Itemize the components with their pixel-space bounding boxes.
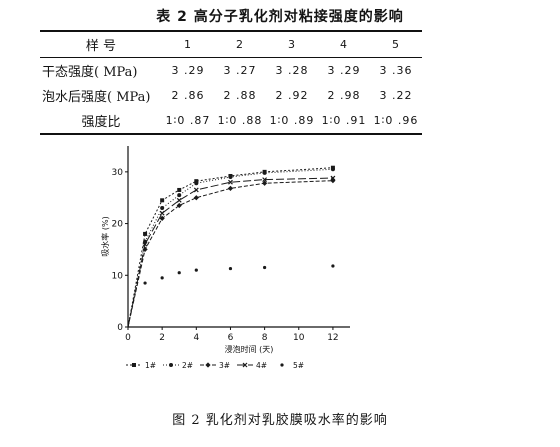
series-4-point (330, 175, 336, 181)
series-4-point (193, 187, 199, 193)
table-cell: 3 .36 (379, 64, 413, 77)
y-tick-label: 0 (117, 323, 123, 333)
header-col-4: 4 (340, 38, 348, 51)
table-header-row: 样 号 1 2 3 4 5 (40, 31, 422, 58)
table-cell: 2 .98 (327, 89, 361, 102)
x-tick-label: 0 (125, 333, 131, 343)
x-axis-label: 浸泡时间 (天) (225, 344, 274, 354)
table-row-wet-strength: 泡水后强度( MPa) 2 .86 2 .88 2 .92 2 .98 3 .2… (40, 83, 422, 108)
table-cell: 3 .29 (327, 64, 361, 77)
row-label: 干态强度( MPa) (42, 65, 138, 80)
table-cell: 3 .27 (223, 64, 257, 77)
series-1-line (127, 167, 333, 328)
series-2-point (194, 181, 199, 186)
series-4-point (142, 241, 148, 247)
header-col-5: 5 (392, 38, 400, 51)
series-5-point (263, 265, 267, 270)
table-cell: 2 .86 (171, 89, 205, 102)
series-5-point (177, 271, 181, 275)
table-cell: 1∶0 .89 (269, 114, 315, 127)
y-tick-label: 30 (112, 168, 124, 178)
series-5-point (194, 268, 198, 272)
x-tick-label: 6 (228, 333, 234, 343)
legend-item-2: 2# (163, 361, 193, 370)
x-tick-label: 10 (293, 333, 305, 343)
y-axis-label: 吸水率 (%) (100, 216, 110, 256)
series-5-point (160, 276, 164, 280)
legend-item-3-label: 3# (219, 361, 230, 370)
series-3-point (159, 215, 165, 221)
legend: 1# 2# 3# 4# 5# (126, 361, 304, 370)
table-cell: 3 .29 (171, 64, 205, 77)
x-tick-label: 8 (262, 333, 268, 343)
row-label: 强度比 (81, 115, 121, 130)
y-tick-label: 10 (112, 271, 124, 281)
x-tick-label: 4 (193, 333, 199, 343)
x-tick-label: 12 (327, 333, 338, 343)
y-tick-label: 20 (112, 220, 124, 230)
header-col-2: 2 (236, 38, 244, 51)
x-tick-label: 2 (159, 333, 165, 343)
strength-table: 样 号 1 2 3 4 5 干态强度( MPa) 3 .29 3 .27 3 .… (40, 30, 422, 135)
series-4-point (228, 179, 233, 185)
series-5 (143, 264, 335, 285)
series-3-line (127, 180, 333, 328)
legend-item-4: 4# (237, 361, 267, 370)
water-absorption-chart: 0 2 4 6 8 10 12 0 10 20 30 浸泡时间 (天) 吸水率 (%) 1# 2# 3# 4# 5… (100, 146, 350, 370)
series-4-point (159, 210, 165, 216)
series-3-point (176, 202, 182, 209)
table-cell: 1∶0 .91 (321, 114, 367, 127)
legend-item-5: 5# (280, 361, 304, 370)
table-cell: 3 .28 (275, 64, 309, 77)
series-2-point (330, 167, 335, 172)
series-4 (127, 175, 336, 328)
series-2-point (262, 170, 267, 175)
header-col-1: 1 (184, 38, 192, 51)
table-cell: 2 .88 (223, 89, 257, 102)
legend-item-1-marker (132, 363, 136, 367)
table-cell: 1∶0 .96 (373, 114, 419, 127)
legend-item-2-label: 2# (182, 361, 193, 370)
table-cell: 1∶0 .87 (165, 114, 211, 127)
series-3-point (227, 185, 234, 192)
legend-item-3-marker (205, 362, 211, 368)
series-5-point (143, 281, 147, 285)
series-3 (127, 178, 336, 328)
header-sample-no: 样 号 (85, 39, 117, 54)
series-3-point (193, 195, 199, 201)
series-2-point (160, 206, 165, 211)
table-row-dry-strength: 干态强度( MPa) 3 .29 3 .27 3 .28 3 .29 3 .36 (40, 58, 422, 84)
series-4-point (262, 177, 268, 183)
table-row-strength-ratio: 强度比 1∶0 .87 1∶0 .88 1∶0 .89 1∶0 .91 1∶0 … (40, 108, 422, 134)
series-5-point (228, 266, 233, 271)
series-1-point (194, 179, 199, 184)
legend-item-5-marker (280, 363, 284, 367)
series-2-point (177, 193, 182, 198)
legend-item-5-label: 5# (293, 361, 304, 370)
table-cell: 2 .92 (275, 89, 309, 102)
series-1-point (177, 187, 182, 192)
series-1-point (160, 198, 165, 203)
legend-item-1-label: 1# (145, 361, 156, 370)
legend-item-1: 1# (126, 361, 156, 370)
header-col-3: 3 (288, 38, 296, 51)
series-2-point (228, 175, 233, 180)
legend-item-3: 3# (200, 361, 230, 370)
table-cell: 3 .22 (379, 89, 413, 102)
series-4-point (176, 197, 182, 203)
series-2 (127, 167, 335, 328)
series-1-point (143, 231, 148, 236)
series-2-line (127, 168, 333, 328)
figure-caption: 图 2 乳化剂对乳胶膜吸水率的影响 (172, 413, 388, 428)
row-label: 泡水后强度( MPa) (42, 90, 151, 105)
legend-item-4-marker (242, 362, 248, 368)
series-4-line (127, 177, 333, 328)
legend-item-4-label: 4# (256, 361, 267, 370)
table-title: 表 2 高分子乳化剂对粘接强度的影响 (156, 9, 404, 25)
legend-item-2-marker (169, 363, 173, 367)
series-5-point (331, 264, 335, 268)
table-cell: 1∶0 .88 (217, 114, 263, 127)
